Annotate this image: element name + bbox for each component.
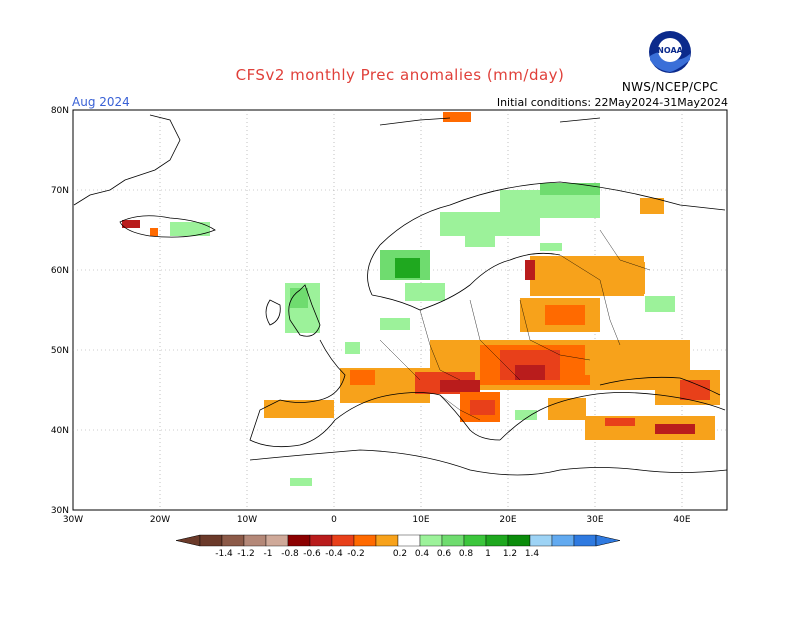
lat-tick-label: 70N [51,186,69,196]
map-title: CFSv2 monthly Prec anomalies (mm/day) [235,66,565,84]
colorbar-swatch [287,534,311,547]
colorbar-swatch [375,534,399,547]
colorbar-swatch [529,534,553,547]
colorbar-tick-label: -0.2 [347,549,365,559]
colorbar-swatch [397,534,421,547]
colorbar-labels: -1.4 -1.2 -1 -0.8 -0.6 -0.4 -0.2 0.2 0.4 0.6 0.8 1 1… [215,549,539,559]
colorbar [175,534,621,547]
colorbar-swatch [507,534,531,547]
colorbar-tick-label: -0.8 [281,549,299,559]
colorbar-swatch [243,534,267,547]
noaa-emblem-icon: NOAA [649,31,691,73]
colorbar-tick-label: 0.6 [437,549,452,559]
colorbar-swatch [353,534,377,547]
lon-tick-label: 10E [412,515,429,525]
lon-tick-label: 30E [586,515,603,525]
latitude-labels: 80N 70N 60N 50N 40N 30N [51,106,69,516]
colorbar-swatch [221,534,245,547]
lon-tick-label: 20W [150,515,170,525]
coastlines [73,114,728,476]
colorbar-tick-label: -1.2 [237,549,255,559]
colorbar-swatch [573,534,597,547]
colorbar-tick-label: -1.4 [215,549,233,559]
colorbar-tick-label: 0.4 [415,549,430,559]
colorbar-max-arrow [595,534,621,547]
colorbar-min-arrow [175,534,201,547]
agency-label: NWS/NCEP/CPC [621,80,719,94]
colorbar-tick-label: 1 [485,549,491,559]
dry-anomaly-cells [122,112,720,440]
lon-tick-label: 30W [63,515,83,525]
longitude-labels: 30W 20W 10W 0 10E 20E 30E 40E [63,515,691,525]
colorbar-tick-label: -0.6 [303,549,321,559]
colorbar-swatch [309,534,333,547]
forecast-period: Aug 2024 [72,95,130,109]
colorbar-tick-label: 0.2 [393,549,407,559]
wet-anomaly-cells [170,183,675,486]
colorbar-tick-label: 1.4 [525,549,540,559]
country-borders [379,229,651,421]
lat-tick-label: 80N [51,106,69,116]
lon-tick-label: 0 [331,515,337,525]
colorbar-swatch [265,534,289,547]
colorbar-swatch [331,534,355,547]
map-frame [72,109,728,511]
lat-tick-label: 30N [51,506,69,516]
colorbar-tick-label: 0.8 [459,549,474,559]
noaa-logo: NOAA NWS/NCEP/CPC [615,30,725,94]
colorbar-tick-label: -1 [264,549,273,559]
colorbar-swatch [441,534,465,547]
colorbar-tick-label: 1.2 [503,549,517,559]
colorbar-swatch [551,534,575,547]
lat-tick-label: 60N [51,266,69,276]
lon-tick-label: 10W [237,515,257,525]
colorbar-swatch [199,534,223,547]
colorbar-swatch [485,534,509,547]
colorbar-swatch [463,534,487,547]
lat-tick-label: 50N [51,346,69,356]
lat-tick-label: 40N [51,426,69,436]
colorbar-tick-label: -0.4 [325,549,343,559]
noaa-logo-text: NOAA [657,46,683,55]
lon-tick-label: 20E [499,515,516,525]
colorbar-swatch [419,534,443,547]
lon-tick-label: 40E [673,515,690,525]
initial-conditions: Initial conditions: 22May2024-31May2024 [496,96,728,109]
